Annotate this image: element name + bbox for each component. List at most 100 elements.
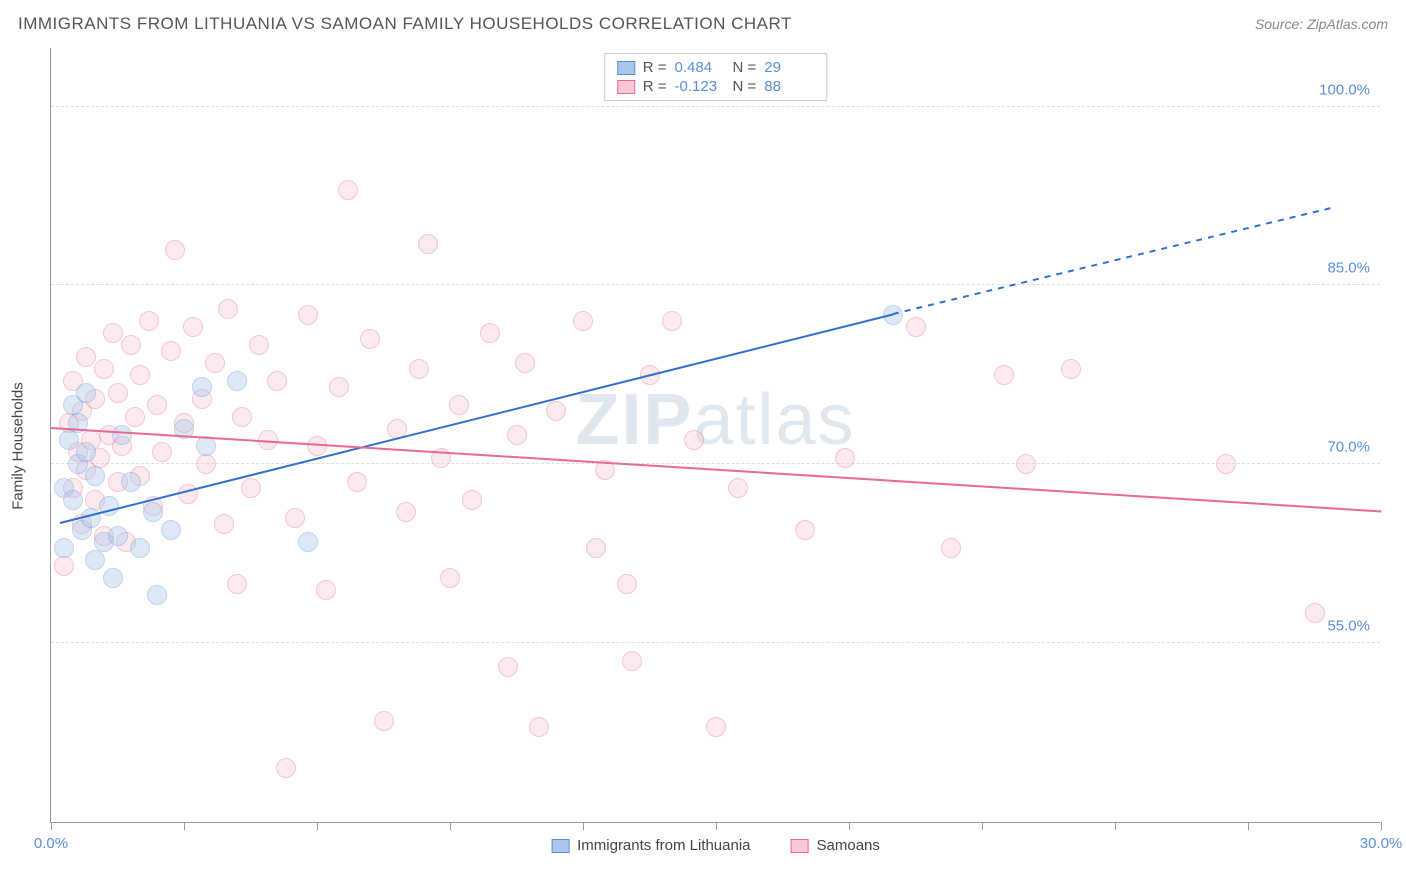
scatter-point xyxy=(241,478,261,498)
scatter-point xyxy=(94,359,114,379)
scatter-point xyxy=(76,442,96,462)
scatter-point xyxy=(130,365,150,385)
scatter-point xyxy=(121,335,141,355)
x-tick xyxy=(317,822,318,830)
scatter-point xyxy=(196,454,216,474)
scatter-point xyxy=(59,430,79,450)
legend-swatch xyxy=(617,80,635,94)
scatter-point xyxy=(440,568,460,588)
scatter-point xyxy=(906,317,926,337)
correlation-legend: R = 0.484 N = 29R = -0.123 N = 88 xyxy=(604,53,828,101)
gridline xyxy=(51,463,1380,464)
scatter-point xyxy=(307,436,327,456)
scatter-point xyxy=(63,490,83,510)
scatter-point xyxy=(205,353,225,373)
x-tick xyxy=(982,822,983,830)
legend-r-value: 0.484 xyxy=(675,59,725,76)
legend-n-value: 29 xyxy=(764,59,814,76)
chart-header: IMMIGRANTS FROM LITHUANIA VS SAMOAN FAMI… xyxy=(18,8,1388,40)
gridline xyxy=(51,106,1380,107)
scatter-point xyxy=(196,436,216,456)
scatter-point xyxy=(183,317,203,337)
scatter-point xyxy=(795,520,815,540)
x-tick xyxy=(450,822,451,830)
scatter-point xyxy=(152,442,172,462)
scatter-point xyxy=(139,311,159,331)
x-tick xyxy=(849,822,850,830)
legend-r-label: R = xyxy=(643,78,667,95)
x-tick xyxy=(1381,822,1382,830)
trend-line xyxy=(51,427,1381,512)
scatter-point xyxy=(374,711,394,731)
scatter-point xyxy=(515,353,535,373)
chart-source: Source: ZipAtlas.com xyxy=(1255,16,1388,32)
scatter-point xyxy=(338,180,358,200)
scatter-point xyxy=(121,472,141,492)
scatter-point xyxy=(498,657,518,677)
gridline xyxy=(51,284,1380,285)
scatter-point xyxy=(1016,454,1036,474)
trend-line xyxy=(893,206,1337,315)
scatter-point xyxy=(529,717,549,737)
scatter-point xyxy=(298,305,318,325)
scatter-point xyxy=(54,556,74,576)
scatter-point xyxy=(218,299,238,319)
watermark: ZIPatlas xyxy=(575,379,855,461)
scatter-point xyxy=(76,347,96,367)
scatter-point xyxy=(143,502,163,522)
chart-title: IMMIGRANTS FROM LITHUANIA VS SAMOAN FAMI… xyxy=(18,14,792,34)
scatter-point xyxy=(706,717,726,737)
scatter-point xyxy=(396,502,416,522)
series-legend: Immigrants from LithuaniaSamoans xyxy=(551,837,880,854)
scatter-point xyxy=(161,520,181,540)
scatter-point xyxy=(360,329,380,349)
x-tick-label: 0.0% xyxy=(34,835,68,852)
scatter-point xyxy=(130,538,150,558)
legend-r-value: -0.123 xyxy=(675,78,725,95)
scatter-point xyxy=(507,425,527,445)
scatter-point xyxy=(227,371,247,391)
scatter-point xyxy=(684,430,704,450)
scatter-point xyxy=(232,407,252,427)
scatter-point xyxy=(728,478,748,498)
legend-swatch xyxy=(617,61,635,75)
scatter-point xyxy=(147,395,167,415)
legend-item: Samoans xyxy=(791,837,880,854)
scatter-point xyxy=(622,651,642,671)
scatter-point xyxy=(1216,454,1236,474)
y-axis-label: Family Households xyxy=(10,382,27,510)
legend-r-label: R = xyxy=(643,59,667,76)
scatter-point xyxy=(192,377,212,397)
scatter-point xyxy=(586,538,606,558)
scatter-point xyxy=(462,490,482,510)
scatter-point xyxy=(347,472,367,492)
legend-row: R = -0.123 N = 88 xyxy=(605,77,827,96)
scatter-point xyxy=(329,377,349,397)
legend-row: R = 0.484 N = 29 xyxy=(605,58,827,77)
x-tick xyxy=(1248,822,1249,830)
scatter-point xyxy=(546,401,566,421)
x-tick xyxy=(184,822,185,830)
scatter-point xyxy=(316,580,336,600)
scatter-point xyxy=(214,514,234,534)
scatter-point xyxy=(617,574,637,594)
scatter-point xyxy=(1061,359,1081,379)
scatter-point xyxy=(108,526,128,546)
scatter-point xyxy=(112,425,132,445)
scatter-point xyxy=(835,448,855,468)
legend-swatch xyxy=(791,839,809,853)
gridline xyxy=(51,642,1380,643)
scatter-point xyxy=(418,234,438,254)
scatter-point xyxy=(85,466,105,486)
legend-label: Samoans xyxy=(817,837,880,854)
scatter-point xyxy=(409,359,429,379)
x-tick xyxy=(1115,822,1116,830)
scatter-point xyxy=(54,538,74,558)
legend-swatch xyxy=(551,839,569,853)
legend-n-label: N = xyxy=(733,59,757,76)
legend-n-label: N = xyxy=(733,78,757,95)
scatter-point xyxy=(249,335,269,355)
x-tick-label: 30.0% xyxy=(1360,835,1403,852)
y-tick-label: 85.0% xyxy=(1327,260,1370,277)
scatter-point xyxy=(108,383,128,403)
